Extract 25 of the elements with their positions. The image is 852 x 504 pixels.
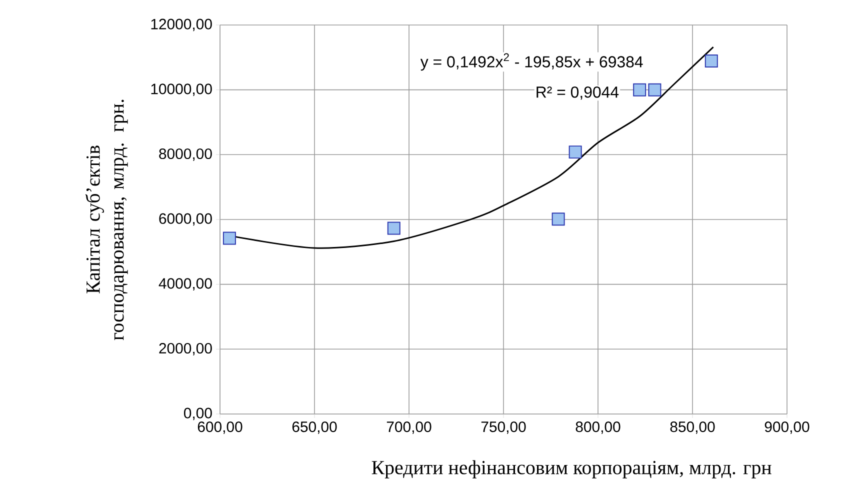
point — [568, 146, 582, 159]
point — [552, 212, 565, 226]
y-axis-title: Капітал суб’єктів господарювання, млрд. грн. — [85, 100, 128, 340]
x-tick-label: 600,00 — [198, 422, 242, 434]
point — [222, 232, 236, 245]
y-tick-label: 6000,00 — [159, 213, 212, 226]
y-tick-label: 10000,00 — [151, 84, 212, 96]
y-tick-label: 0,00 — [184, 408, 212, 420]
x-tick-label: 850,00 — [670, 422, 715, 434]
point — [704, 54, 718, 68]
x-axis-title: Кредити нефінансовим корпораціям, млрд. грн — [372, 460, 772, 478]
point — [633, 83, 646, 96]
y-tick-label: 8000,00 — [159, 148, 212, 161]
x-tick-label: 700,00 — [386, 422, 432, 434]
annotation: y = 0,1492x$^{2}$ - 195,85x + 69384 — [420, 53, 643, 71]
point — [648, 83, 662, 96]
x-tick-label: 900,00 — [764, 422, 810, 434]
x-tick-label: 750,00 — [481, 422, 526, 434]
y-tick-label: 2000,00 — [159, 342, 212, 356]
y-tick-label: 4000,00 — [158, 278, 212, 290]
y-tick-label: 12000,00 — [151, 18, 212, 32]
x-tick-label: 650,00 — [292, 422, 337, 434]
annotation: R² = 0,9044 — [536, 86, 619, 100]
point — [387, 222, 400, 235]
x-tick-label: 800,00 — [576, 422, 620, 434]
